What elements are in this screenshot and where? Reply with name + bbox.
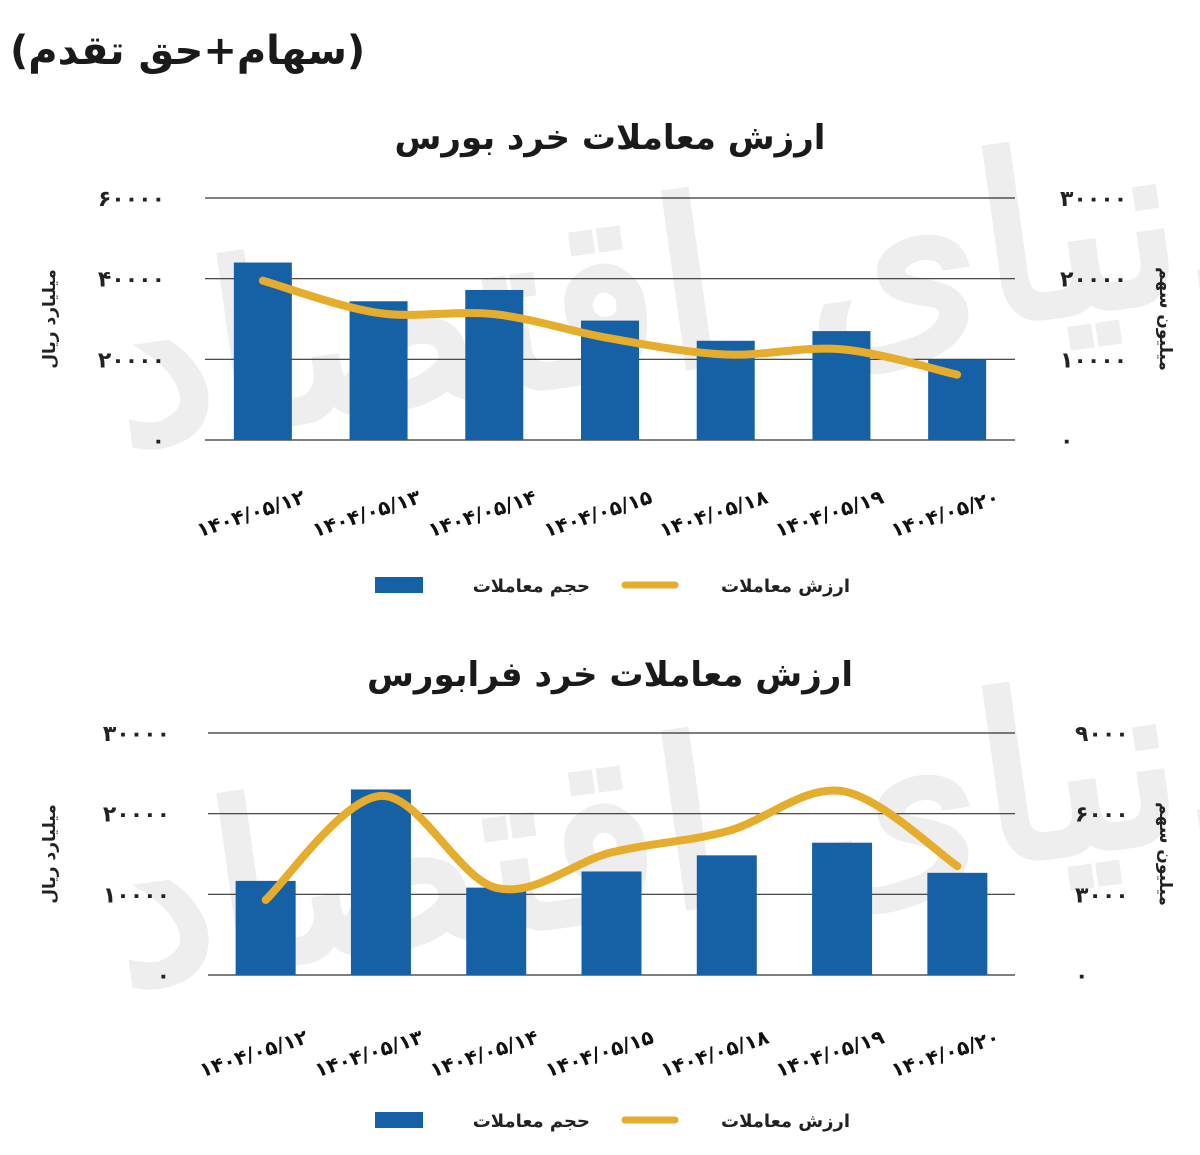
page-subtitle: (سهام+حق تقدم) <box>10 28 366 74</box>
bar <box>927 872 988 975</box>
legend-swatch-bar <box>375 1112 423 1128</box>
chart-title-farabourse: ارزش معاملات خرد فرابورس <box>366 655 853 695</box>
bar <box>233 262 292 440</box>
x-category-label: ۱۴۰۴/۰۵/۱۸ <box>658 1025 772 1083</box>
x-category-label: ۱۴۰۴/۰۵/۱۴ <box>427 1025 541 1083</box>
y-right-tick-label: ۰ <box>1060 429 1073 454</box>
y-left-tick-label: ۴۰۰۰۰ <box>98 268 165 293</box>
y-left-axis-label: میلیارد ریال <box>40 269 60 368</box>
y-right-tick-label: ۳۰۰۰ <box>1075 883 1129 908</box>
x-category-label: ۱۴۰۴/۰۵/۲۰ <box>888 1025 1002 1083</box>
y-right-tick-label: ۱۰۰۰۰ <box>1060 348 1127 373</box>
y-right-tick-label: ۳۰۰۰۰ <box>1060 187 1127 212</box>
bar <box>350 789 411 975</box>
series-line <box>261 786 962 904</box>
legend-label-line: ارزش معاملات <box>721 576 850 597</box>
y-right-tick-label: ۰ <box>1075 964 1088 989</box>
y-right-axis-label: میلیون سهم <box>1155 267 1175 371</box>
y-left-tick-label: ۲۰۰۰۰ <box>98 348 165 373</box>
y-right-tick-label: ۹۰۰۰ <box>1075 722 1129 747</box>
bar <box>812 842 873 975</box>
bar <box>696 855 757 975</box>
legend-label-line: ارزش معاملات <box>721 1111 850 1132</box>
x-category-label: ۱۴۰۴/۰۵/۱۲ <box>196 1025 310 1083</box>
x-category-label: ۱۴۰۴/۰۵/۱۵ <box>542 1025 656 1083</box>
x-category-label: ۱۴۰۴/۰۵/۱۹ <box>773 1025 887 1083</box>
y-right-tick-label: ۲۰۰۰۰ <box>1060 268 1127 293</box>
y-left-tick-label: ۱۰۰۰۰ <box>103 883 170 908</box>
y-left-tick-label: ۳۰۰۰۰ <box>103 722 170 747</box>
x-category-label: ۱۴۰۴/۰۵/۱۳ <box>312 1025 426 1083</box>
legend-label-bar: حجم معاملات <box>473 576 590 597</box>
series-line <box>258 276 962 379</box>
y-right-tick-label: ۶۰۰۰ <box>1075 803 1129 828</box>
y-left-tick-label: ۰ <box>157 964 170 989</box>
y-left-axis-label: میلیارد ریال <box>40 804 60 903</box>
y-left-tick-label: ۶۰۰۰۰ <box>98 187 165 212</box>
legend-label-bar: حجم معاملات <box>473 1111 590 1132</box>
y-left-tick-label: ۰ <box>152 429 165 454</box>
chart-bourse: ۰ ۰ ۲۰۰۰۰ ۱۰۰۰۰ ۴۰۰۰۰ ۲۰۰۰۰ ۶۰۰۰۰ ۳۰۰۰۰ میلیارد … <box>40 187 1175 597</box>
y-left-tick-label: ۲۰۰۰۰ <box>103 803 170 828</box>
bar <box>349 301 408 440</box>
chart-title-bourse: ارزش معاملات خرد بورس <box>394 118 826 158</box>
y-right-axis-label: میلیون سهم <box>1155 802 1175 906</box>
bar <box>581 871 642 975</box>
legend-swatch-bar <box>375 577 423 593</box>
bar <box>466 887 527 975</box>
